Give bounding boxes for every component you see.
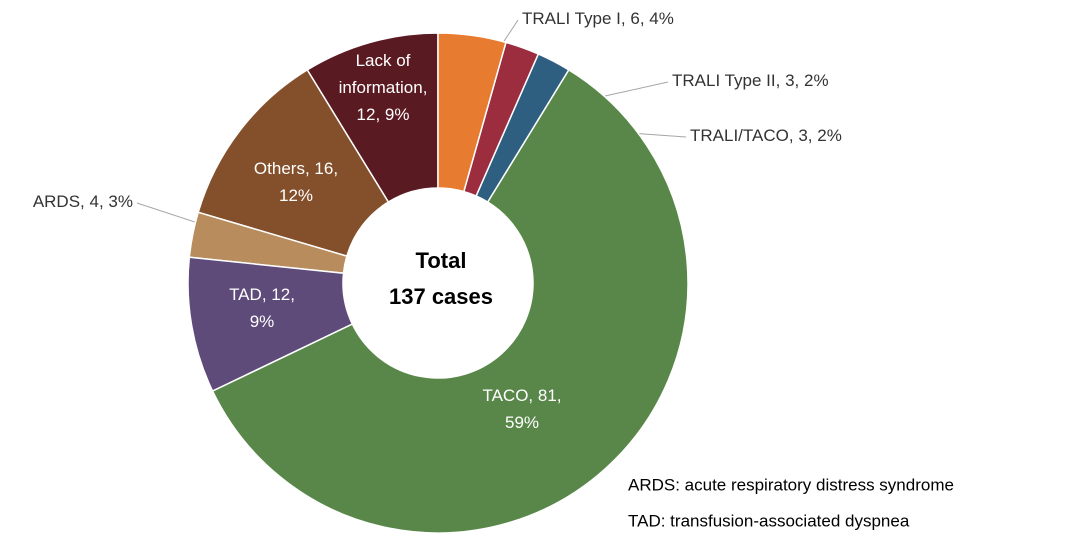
slice bbox=[187, 256, 354, 393]
label-separator: , bbox=[262, 285, 267, 304]
slice-label: information, bbox=[339, 78, 428, 97]
slice-label: Others, 16, bbox=[254, 159, 338, 178]
label-part: 59% bbox=[505, 413, 539, 432]
label-part: Others bbox=[254, 159, 305, 178]
label-part: Lack of bbox=[356, 51, 411, 70]
label-separator: , bbox=[305, 159, 310, 178]
label-part: TRALI Type II bbox=[672, 71, 776, 90]
slice-label: Lack of bbox=[356, 51, 411, 70]
label-separator: , bbox=[621, 9, 626, 28]
slice-label: ARDS, 4, 3% bbox=[33, 192, 133, 211]
center-label: Total bbox=[416, 248, 467, 273]
footnote: TAD: transfusion-associated dyspnea bbox=[628, 511, 910, 530]
label-part: 9% bbox=[250, 312, 275, 331]
slice bbox=[211, 68, 689, 534]
label-part: 6, 4% bbox=[630, 9, 673, 28]
label-separator: , bbox=[789, 126, 794, 145]
label-part: 3, 2% bbox=[798, 126, 841, 145]
label-part: 16, bbox=[314, 159, 338, 178]
slice bbox=[462, 41, 540, 197]
slice-label: TRALI Type II, 3, 2% bbox=[672, 71, 829, 90]
slice-label: TAD, 12, bbox=[229, 285, 295, 304]
slice-label: TRALI Type I, 6, 4% bbox=[522, 9, 674, 28]
slice-label: 12, 9% bbox=[357, 105, 410, 124]
label-part: 4, 3% bbox=[90, 192, 133, 211]
label-separator: , bbox=[528, 386, 533, 405]
label-part: TRALI Type I bbox=[522, 9, 621, 28]
slice bbox=[197, 68, 390, 258]
label-part: 12% bbox=[279, 186, 313, 205]
label-part: 12, bbox=[271, 285, 295, 304]
label-part: TACO bbox=[482, 386, 528, 405]
center-label: 137 cases bbox=[389, 284, 493, 309]
slice-label: TACO, 81, bbox=[482, 386, 561, 405]
slice-label: 9% bbox=[250, 312, 275, 331]
slice bbox=[475, 53, 570, 204]
slice-label: 12% bbox=[279, 186, 313, 205]
label-part: TRALI/TACO bbox=[690, 126, 789, 145]
label-separator: , bbox=[776, 71, 781, 90]
footnote: ARDS: acute respiratory distress syndrom… bbox=[628, 475, 954, 494]
label-part: 81, bbox=[538, 386, 562, 405]
label-part: TAD bbox=[229, 285, 262, 304]
label-part: information bbox=[339, 78, 423, 97]
label-part: 12, 9% bbox=[357, 105, 410, 124]
label-part: 3, 2% bbox=[785, 71, 828, 90]
label-separator: , bbox=[423, 78, 428, 97]
label-separator: , bbox=[80, 192, 85, 211]
slice bbox=[188, 211, 348, 275]
slice-label: 59% bbox=[505, 413, 539, 432]
slice bbox=[437, 32, 507, 193]
label-part: ARDS bbox=[33, 192, 80, 211]
slice-label: TRALI/TACO, 3, 2% bbox=[690, 126, 842, 145]
